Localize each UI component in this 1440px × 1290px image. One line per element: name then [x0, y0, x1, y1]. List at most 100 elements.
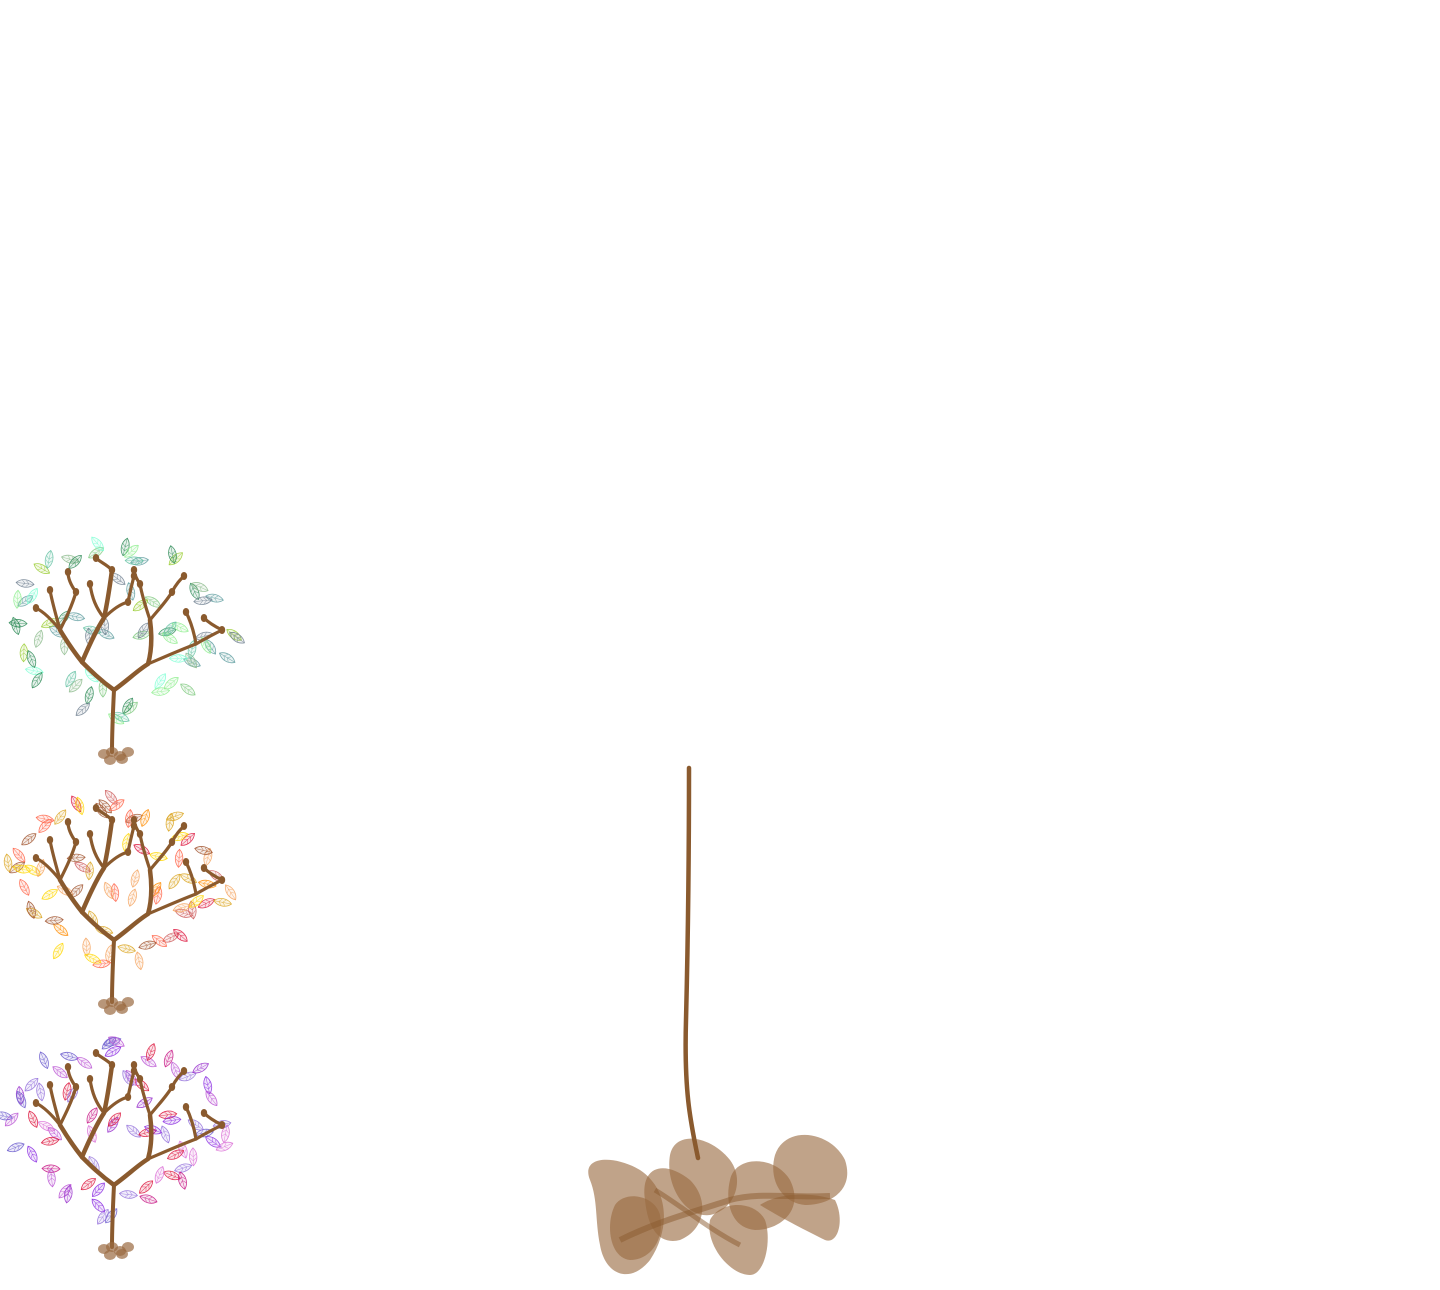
tree-thumbnail-autumn[interactable] [0, 780, 245, 1020]
leaf [92, 959, 112, 969]
leaf-cluster [8, 536, 245, 725]
root-line [653, 1187, 742, 1248]
leaf [41, 1164, 61, 1173]
branch-tip [124, 848, 132, 856]
leaf [3, 853, 13, 873]
branch-tip [218, 1121, 226, 1129]
branch-tip [86, 580, 94, 588]
leaf-cluster [0, 1036, 234, 1225]
leaf [229, 632, 245, 644]
branch-tip [108, 566, 116, 574]
branches [32, 554, 226, 754]
root-blob [104, 755, 116, 765]
leaf-cluster [3, 790, 237, 971]
leaf [12, 847, 26, 863]
leaf [173, 929, 188, 942]
branch-tip [200, 1109, 208, 1117]
tree-thumbnail-green[interactable] [0, 530, 245, 770]
branch-tip [168, 1083, 176, 1091]
branch-tip [182, 858, 190, 866]
root-blob [122, 997, 134, 1007]
leaf [180, 683, 196, 696]
root-blobs [588, 1134, 848, 1275]
leaf [76, 1057, 93, 1069]
leaf [26, 587, 38, 605]
branch-tip [182, 1103, 190, 1111]
leaf [44, 549, 54, 569]
leaf [219, 652, 236, 664]
branch-tip [130, 572, 138, 580]
leaf [31, 672, 43, 689]
branch-tip [72, 838, 80, 846]
branch-tip [130, 822, 138, 830]
leaf [6, 1142, 25, 1153]
leaf [140, 808, 150, 827]
leaf [44, 916, 64, 925]
branch-tip [218, 626, 226, 634]
leaf [39, 1051, 49, 1070]
leaf [65, 670, 77, 688]
leaf [25, 907, 43, 919]
leaf [194, 846, 213, 855]
tree-thumbnail-purple[interactable] [0, 1025, 245, 1265]
branch-tip [32, 854, 40, 862]
leaf [104, 1046, 122, 1057]
branch-tip [130, 1061, 138, 1069]
leaf [126, 1124, 141, 1138]
leaf [178, 1171, 187, 1190]
leaf [62, 1082, 72, 1101]
leaf [26, 650, 37, 669]
leaf [37, 1121, 55, 1132]
leaf [41, 889, 59, 900]
branch-tip [92, 554, 100, 562]
branch-tip [64, 568, 72, 576]
branch-tip [92, 804, 100, 812]
root-blob [773, 1134, 848, 1205]
leaf [134, 951, 144, 971]
leaf [12, 864, 32, 874]
leaf [68, 678, 83, 693]
leaf [130, 556, 149, 566]
branch-tip [92, 1049, 100, 1057]
main-tree-canvas[interactable] [560, 760, 860, 1290]
leaf [0, 1111, 13, 1121]
leaf [192, 1062, 209, 1074]
leaf [74, 861, 91, 873]
leaf [84, 953, 102, 964]
branches [32, 1049, 226, 1249]
root-blobs [98, 1242, 134, 1260]
branch-tip [182, 608, 190, 616]
leaf [4, 1112, 19, 1127]
leaf [172, 903, 191, 913]
root-blob [122, 747, 134, 757]
sapling-trunk [683, 765, 701, 1161]
leaf [91, 1198, 105, 1213]
leaf [191, 582, 209, 592]
branch-tip [200, 864, 208, 872]
leaf [127, 888, 137, 907]
tree-group [0, 1036, 234, 1260]
leaf [82, 937, 91, 957]
branch-tip [180, 822, 188, 830]
branch [110, 688, 116, 754]
leaf [189, 895, 204, 908]
branch-tip [108, 1061, 116, 1069]
branch [110, 938, 116, 1004]
leaf [21, 833, 37, 846]
leaf [153, 886, 163, 905]
branch-tip [200, 614, 208, 622]
branch-tip [136, 830, 144, 838]
leaf [16, 1090, 27, 1109]
leaf [130, 869, 140, 888]
leaf [84, 686, 94, 705]
tree-group [3, 790, 237, 1015]
branch-tip [218, 876, 226, 884]
branch [88, 832, 106, 870]
leaf [63, 1184, 73, 1204]
leaf [154, 673, 167, 690]
leaf [138, 940, 157, 950]
leaf [103, 881, 114, 900]
leaf [8, 619, 28, 628]
leaf [59, 1051, 79, 1061]
